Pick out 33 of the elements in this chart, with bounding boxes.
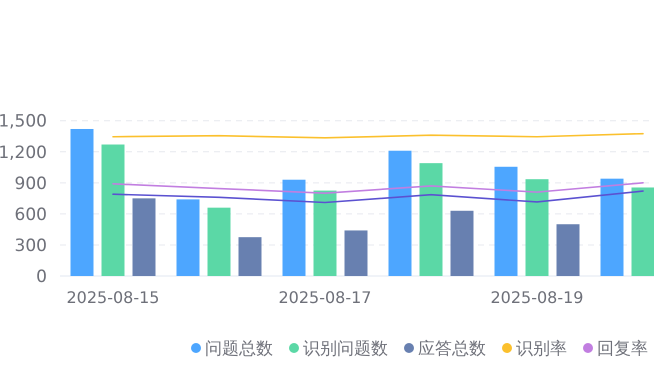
x-tick-label: 2025-08-17 [278, 288, 372, 307]
line-series [112, 190, 644, 204]
bar [102, 144, 124, 276]
legend-label: 识别问题数 [303, 339, 388, 359]
bar [344, 230, 368, 276]
line-series [112, 182, 644, 194]
bar [208, 208, 230, 276]
y-tick-label: 1,200 [0, 142, 47, 163]
legend-label: 应答总数 [418, 339, 486, 359]
bar [494, 166, 518, 276]
bar [450, 210, 474, 276]
y-tick-label: 0 [36, 267, 47, 287]
y-tick-label: 900 [14, 174, 47, 194]
legend-label: 识别率 [516, 339, 567, 359]
bar [132, 198, 156, 276]
bar [70, 128, 94, 276]
y-tick-label: 1,500 [0, 112, 47, 132]
bar [314, 190, 336, 276]
bar [556, 224, 580, 276]
x-tick-label: 2025-08-15 [66, 288, 160, 307]
bar [238, 237, 262, 276]
bar [526, 179, 548, 276]
legend-label: 回复率 [597, 339, 648, 359]
x-tick-label: 2025-08-19 [490, 288, 584, 307]
y-tick-label: 300 [14, 236, 47, 256]
bar [388, 150, 412, 276]
bar [282, 180, 306, 276]
bar [632, 187, 654, 276]
bar [176, 199, 200, 276]
legend-label: 问题总数 [205, 339, 273, 359]
bar [420, 163, 442, 276]
bar [600, 178, 624, 276]
y-tick-label: 600 [14, 204, 47, 225]
